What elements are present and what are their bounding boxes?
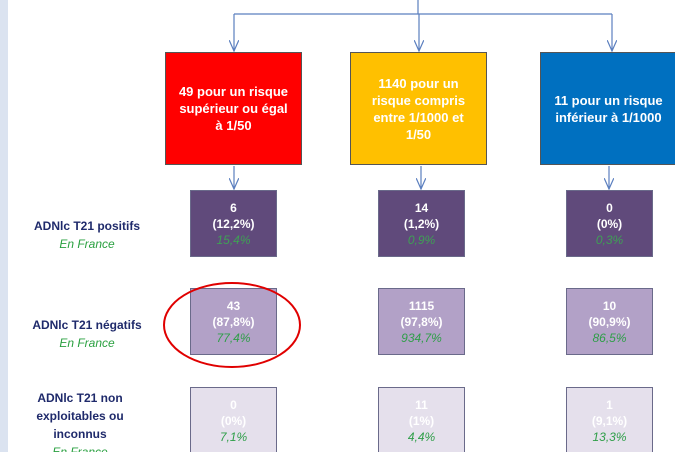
france-percent: 7,1%	[219, 429, 248, 444]
row-title: ADNlc T21 non exploitables ou inconnus	[36, 391, 124, 441]
side-strip	[0, 0, 8, 452]
row-subtitle: En France	[59, 237, 115, 251]
percent: (12,2%)	[212, 216, 255, 231]
percent: (1%)	[408, 413, 435, 428]
france-percent: 0,3%	[595, 232, 624, 247]
france-percent: 13,3%	[592, 429, 627, 444]
row-label: ADNlc T21 négatifs En France	[12, 316, 162, 352]
result-box: 11 (1%) 4,4%	[378, 387, 465, 452]
count: 43	[226, 298, 241, 313]
result-box: 0 (0%) 7,1%	[190, 387, 277, 452]
percent: (1,2%)	[403, 216, 440, 231]
result-box: 6 (12,2%) 15,4%	[190, 190, 277, 257]
france-percent: 77,4%	[216, 330, 251, 345]
france-percent: 0,9%	[407, 232, 436, 247]
count: 11	[415, 397, 428, 412]
percent: (0%)	[596, 216, 623, 231]
france-percent: 86,5%	[592, 330, 627, 345]
france-percent: 15,4%	[216, 232, 251, 247]
row-title: ADNlc T21 négatifs	[32, 318, 142, 332]
group-box: 49 pour un risque supérieur ou égal à 1/…	[165, 52, 302, 165]
result-box: 43 (87,8%) 77,4%	[190, 288, 277, 355]
count: 1	[606, 397, 613, 412]
france-percent: 934,7%	[401, 330, 442, 345]
count: 0	[606, 200, 613, 215]
row-label: ADNlc T21 non exploitables ou inconnus En…	[10, 389, 150, 452]
group-box: 1140 pour un risque compris entre 1/1000…	[350, 52, 487, 165]
result-box: 1115 (97,8%) 934,7%	[378, 288, 465, 355]
percent: (97,8%)	[400, 314, 443, 329]
percent: (87,8%)	[212, 314, 255, 329]
percent: (90,9%)	[588, 314, 631, 329]
result-box: 10 (90,9%) 86,5%	[566, 288, 653, 355]
row-title: ADNlc T21 positifs	[33, 219, 141, 233]
count: 0	[230, 397, 237, 412]
count: 10	[602, 298, 617, 313]
group-box: 11 pour un risque inférieur à 1/1000	[540, 52, 675, 165]
france-percent: 4,4%	[407, 429, 436, 444]
row-subtitle: En France	[59, 336, 115, 350]
result-box: 1 (9,1%) 13,3%	[566, 387, 653, 452]
count: 6	[230, 200, 237, 215]
percent: (9,1%)	[591, 413, 628, 428]
percent: (0%)	[220, 413, 247, 428]
count: 14	[414, 200, 429, 215]
result-box: 0 (0%) 0,3%	[566, 190, 653, 257]
row-subtitle: En France	[52, 445, 108, 452]
row-label: ADNlc T21 positifs En France	[12, 217, 162, 253]
result-box: 14 (1,2%) 0,9%	[378, 190, 465, 257]
count: 1115	[408, 298, 435, 313]
